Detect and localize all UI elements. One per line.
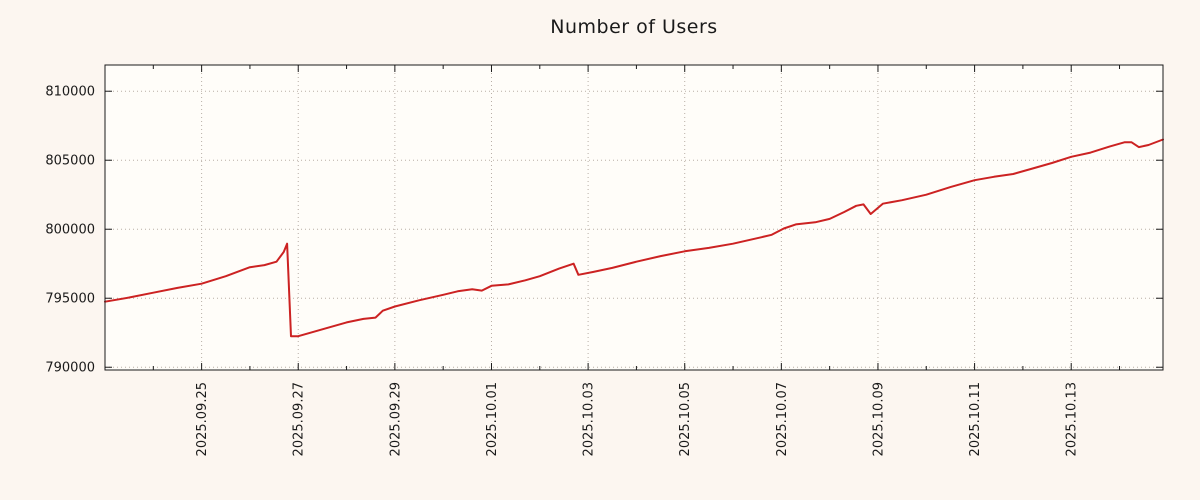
y-axis-tick-label: 795000 [45, 292, 95, 307]
x-axis-tick-label: 2025.10.09 [871, 382, 886, 456]
x-axis-tick-label: 2025.10.01 [485, 382, 500, 456]
y-axis-tick-label: 805000 [45, 154, 95, 169]
x-axis-tick-label: 2025.09.29 [388, 382, 403, 456]
y-axis-tick-label: 800000 [45, 223, 95, 238]
x-axis-tick-label: 2025.09.25 [195, 382, 210, 456]
x-axis-tick-label: 2025.10.13 [1065, 382, 1080, 456]
x-axis-tick-label: 2025.10.07 [775, 382, 790, 456]
x-axis-tick-label: 2025.10.05 [678, 382, 693, 456]
users-series-line [104, 138, 1164, 338]
x-axis-tick-label: 2025.10.03 [582, 382, 597, 456]
y-axis-tick-label: 790000 [45, 361, 95, 376]
x-axis-tick-label: 2025.09.27 [292, 382, 307, 456]
y-axis-tick-label: 810000 [45, 85, 95, 100]
plot-area [105, 65, 1163, 370]
x-axis-tick-label: 2025.10.11 [968, 382, 983, 456]
plot-border [104, 64, 1164, 371]
chart-title: Number of Users [550, 16, 718, 38]
